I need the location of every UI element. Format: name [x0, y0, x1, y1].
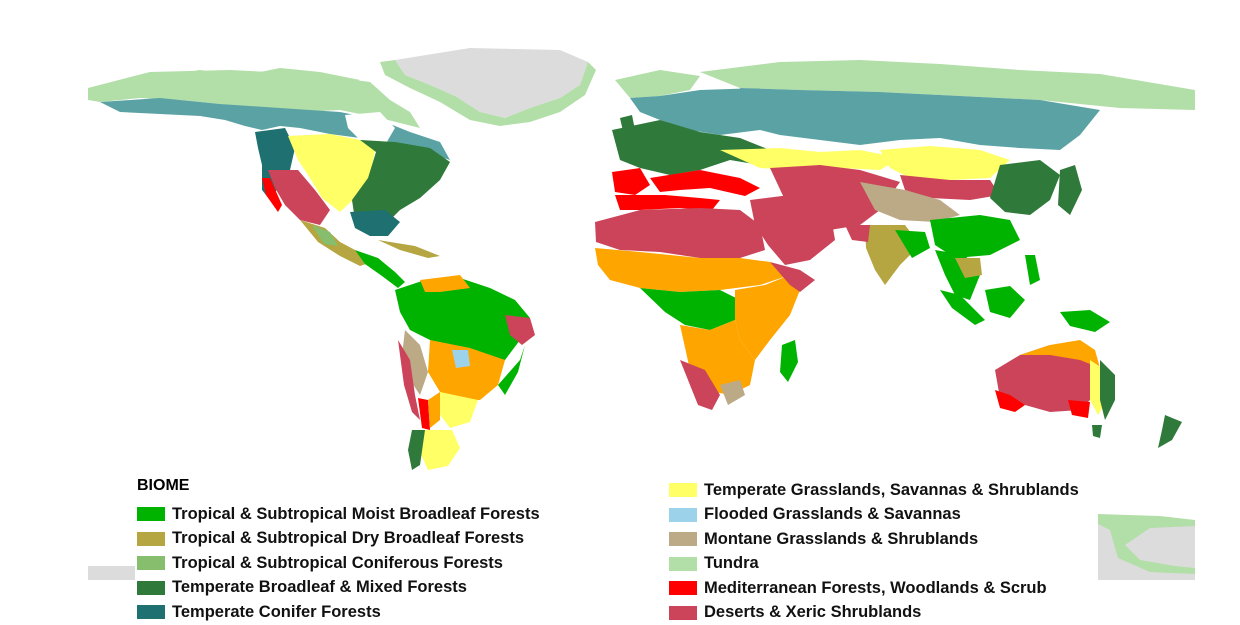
- legend-label: Temperate Conifer Forests: [172, 603, 381, 622]
- tasmania: [1092, 425, 1102, 438]
- legend-swatch: [669, 508, 697, 522]
- legend-swatch: [669, 483, 697, 497]
- legend-swatch: [669, 532, 697, 546]
- legend-swatch: [137, 605, 165, 619]
- legend-item-mediterranean: Mediterranean Forests, Woodlands & Scrub: [669, 576, 1079, 601]
- new-guinea: [1060, 310, 1110, 332]
- legend-label: Temperate Broadleaf & Mixed Forests: [172, 578, 467, 597]
- mongolia-steppe: [880, 146, 1010, 180]
- legend-swatch: [137, 507, 165, 521]
- legend-item-tropical-conifer: Tropical & Subtropical Coniferous Forest…: [137, 551, 540, 576]
- legend-item-temperate-grass: Temperate Grasslands, Savannas & Shrubla…: [669, 478, 1079, 503]
- madagascar: [780, 340, 798, 382]
- iberia-med: [612, 168, 650, 195]
- korea-japan: [1058, 165, 1082, 215]
- legend-label: Tropical & Subtropical Dry Broadleaf For…: [172, 529, 524, 548]
- sa-patagonia: [420, 430, 460, 470]
- legend-item-temperate-broadleaf: Temperate Broadleaf & Mixed Forests: [137, 576, 540, 601]
- sa-monte: [428, 392, 440, 428]
- legend-item-montane: Montane Grasslands & Shrublands: [669, 527, 1079, 552]
- borneo: [985, 286, 1025, 318]
- legend-label: Montane Grasslands & Shrublands: [704, 530, 978, 549]
- legend-swatch: [137, 581, 165, 595]
- legend-label: Tropical & Subtropical Coniferous Forest…: [172, 554, 503, 573]
- new-zealand: [1158, 415, 1182, 448]
- philippines: [1025, 255, 1040, 285]
- legend-label: Deserts & Xeric Shrublands: [704, 603, 921, 622]
- legend-item-tropical-dry: Tropical & Subtropical Dry Broadleaf For…: [137, 527, 540, 552]
- legend-right-column: Temperate Grasslands, Savannas & Shrubla…: [669, 478, 1079, 625]
- legend-swatch: [669, 557, 697, 571]
- legend-item-tropical-moist: Tropical & Subtropical Moist Broadleaf F…: [137, 502, 540, 527]
- legend-swatch: [137, 556, 165, 570]
- australia-east-forest: [1100, 360, 1115, 420]
- legend-label: Temperate Grasslands, Savannas & Shrubla…: [704, 481, 1079, 500]
- legend-label: Flooded Grasslands & Savannas: [704, 505, 961, 524]
- australia-se-med: [1068, 400, 1090, 418]
- legend-label: Mediterranean Forests, Woodlands & Scrub: [704, 579, 1047, 598]
- legend-label: Tundra: [704, 554, 759, 573]
- north-africa-med: [615, 195, 720, 210]
- legend-item-tundra: Tundra: [669, 552, 1079, 577]
- congo: [640, 288, 740, 330]
- northeast-china-forest: [990, 160, 1060, 215]
- thar: [845, 225, 870, 242]
- legend-swatch: [137, 532, 165, 546]
- legend-item-desert: Deserts & Xeric Shrublands: [669, 601, 1079, 625]
- antarctica-left: [88, 566, 135, 580]
- legend-label: Tropical & Subtropical Moist Broadleaf F…: [172, 505, 540, 524]
- legend-item-temperate-conifer: Temperate Conifer Forests: [137, 600, 540, 625]
- central-america: [355, 250, 405, 288]
- legend-left-column: Tropical & Subtropical Moist Broadleaf F…: [137, 502, 540, 625]
- legend-title: BIOME: [137, 477, 189, 495]
- legend-item-flooded: Flooded Grasslands & Savannas: [669, 503, 1079, 528]
- caribbean: [378, 240, 440, 258]
- legend-swatch: [669, 581, 697, 595]
- legend-swatch: [669, 606, 697, 620]
